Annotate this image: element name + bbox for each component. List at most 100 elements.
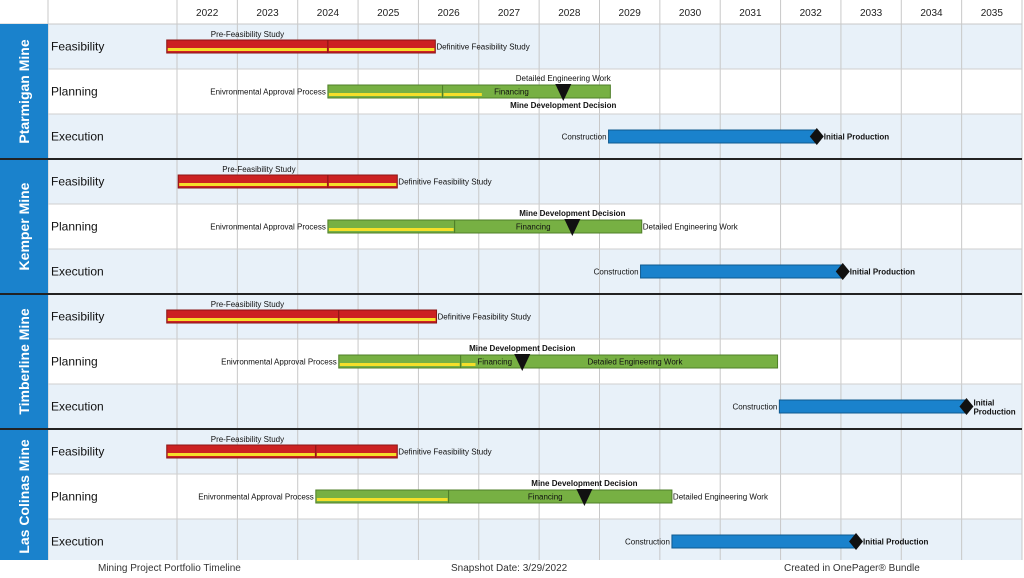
year-tick-label: 2029 bbox=[619, 8, 642, 19]
milestone-triangle bbox=[576, 489, 593, 506]
milestone-diamond bbox=[835, 263, 850, 280]
task-label: Enivronmental Approval Process bbox=[210, 88, 326, 97]
task-bar bbox=[166, 39, 329, 54]
row-label: Feasibility bbox=[51, 445, 104, 459]
task-bar bbox=[448, 489, 673, 504]
row-label: Planning bbox=[51, 85, 98, 99]
row-label: Execution bbox=[51, 130, 104, 144]
group-label-band bbox=[0, 159, 48, 294]
task-label: Financing bbox=[477, 358, 512, 367]
task-label: Construction bbox=[562, 133, 607, 142]
row-label: Feasibility bbox=[51, 175, 104, 189]
task-label: Definitive Feasibility Study bbox=[438, 313, 531, 322]
row-label: Planning bbox=[51, 490, 98, 504]
milestone-triangle bbox=[514, 354, 531, 371]
year-tick-label: 2035 bbox=[981, 8, 1004, 19]
task-bar bbox=[315, 489, 450, 504]
row-label: Execution bbox=[51, 400, 104, 414]
task-progress-bar bbox=[316, 498, 448, 501]
row-label: Execution bbox=[51, 265, 104, 279]
task-progress-bar bbox=[328, 48, 435, 51]
group-label: Kemper Mine bbox=[16, 182, 32, 270]
row-band bbox=[48, 114, 1022, 159]
task-progress-bar bbox=[328, 228, 454, 231]
milestone-label: Production bbox=[973, 408, 1015, 417]
milestone-label: Initial Production bbox=[850, 268, 915, 277]
year-tick-label: 2025 bbox=[377, 8, 400, 19]
row-band bbox=[48, 249, 1022, 294]
task-bar bbox=[177, 174, 329, 189]
task-progress-bar bbox=[167, 453, 315, 456]
task-bar bbox=[327, 84, 444, 99]
task-progress-bar bbox=[461, 363, 476, 366]
task-bar bbox=[166, 309, 340, 324]
task-bar bbox=[338, 354, 462, 369]
group-label-band bbox=[0, 429, 48, 560]
row-label: Execution bbox=[51, 535, 104, 549]
milestone-label: Initial bbox=[973, 399, 994, 408]
row-label: Feasibility bbox=[51, 40, 104, 54]
header-band bbox=[0, 0, 1022, 24]
task-label: Detailed Engineering Work bbox=[673, 493, 769, 502]
task-label: Definitive Feasibility Study bbox=[398, 448, 491, 457]
year-tick-label: 2026 bbox=[437, 8, 460, 19]
task-progress-bar bbox=[339, 363, 460, 366]
year-tick-label: 2024 bbox=[317, 8, 340, 19]
task-bar bbox=[166, 444, 317, 459]
task-bar bbox=[454, 219, 643, 234]
milestone-label: Initial Production bbox=[824, 133, 889, 142]
task-progress-bar bbox=[316, 453, 397, 456]
year-tick-label: 2027 bbox=[498, 8, 521, 19]
row-label: Feasibility bbox=[51, 310, 104, 324]
task-progress-bar bbox=[167, 318, 338, 321]
row-label: Planning bbox=[51, 355, 98, 369]
milestone-label: Mine Development Decision bbox=[469, 344, 575, 353]
task-bar bbox=[338, 309, 438, 324]
group-label-band bbox=[0, 294, 48, 429]
task-progress-bar bbox=[443, 93, 482, 96]
milestone-label: Mine Development Decision bbox=[519, 209, 625, 218]
milestone-label: Initial Production bbox=[863, 538, 928, 547]
year-tick-label: 2032 bbox=[800, 8, 823, 19]
task-label: Definitive Feasibility Study bbox=[398, 178, 491, 187]
task-bar bbox=[640, 264, 844, 279]
year-tick-label: 2034 bbox=[920, 8, 943, 19]
task-label: Construction bbox=[594, 268, 639, 277]
gantt-chart: 2022 2023 2024 2025 2026 2027 2028 2029 2030 2031… bbox=[0, 0, 1023, 560]
task-bar bbox=[608, 129, 818, 144]
task-bar bbox=[327, 219, 456, 234]
task-label: Definitive Feasibility Study bbox=[436, 43, 529, 52]
task-label: Financing bbox=[516, 223, 551, 232]
task-label: Detailed Engineering Work bbox=[643, 223, 739, 232]
milestone-diamond bbox=[959, 398, 974, 415]
task-bar bbox=[327, 39, 436, 54]
footer-credit: Created in OnePager® Bundle bbox=[784, 563, 920, 574]
milestone-label: Mine Development Decision bbox=[531, 479, 637, 488]
task-bar bbox=[327, 174, 398, 189]
group-label: Timberline Mine bbox=[16, 308, 32, 415]
year-tick-label: 2031 bbox=[739, 8, 762, 19]
year-tick-label: 2023 bbox=[256, 8, 279, 19]
task-label: Pre-Feasibility Study bbox=[222, 165, 295, 174]
footer-snapshot-date: Snapshot Date: 3/29/2022 bbox=[451, 563, 568, 574]
milestone-diamond bbox=[809, 128, 824, 145]
task-label: Pre-Feasibility Study bbox=[211, 435, 284, 444]
milestone-label: Detailed Engineering Work bbox=[516, 74, 612, 83]
task-label: Enivronmental Approval Process bbox=[198, 493, 314, 502]
milestone-label: Mine Development Decision bbox=[510, 101, 616, 110]
row-label: Planning bbox=[51, 220, 98, 234]
task-label: Financing bbox=[528, 493, 563, 502]
task-label: Pre-Feasibility Study bbox=[211, 30, 284, 39]
task-progress-bar bbox=[328, 183, 397, 186]
task-bar bbox=[778, 399, 967, 414]
footer-title: Mining Project Portfolio Timeline bbox=[98, 563, 241, 574]
task-progress-bar bbox=[328, 93, 442, 96]
task-label: Financing bbox=[494, 88, 529, 97]
task-label: Detailed Engineering Work bbox=[587, 358, 683, 367]
task-bar bbox=[671, 534, 857, 549]
task-bar bbox=[315, 444, 398, 459]
group-label: Ptarmigan Mine bbox=[16, 39, 32, 143]
year-tick-label: 2030 bbox=[679, 8, 702, 19]
task-progress-bar bbox=[179, 183, 327, 186]
task-progress-bar bbox=[167, 48, 327, 51]
